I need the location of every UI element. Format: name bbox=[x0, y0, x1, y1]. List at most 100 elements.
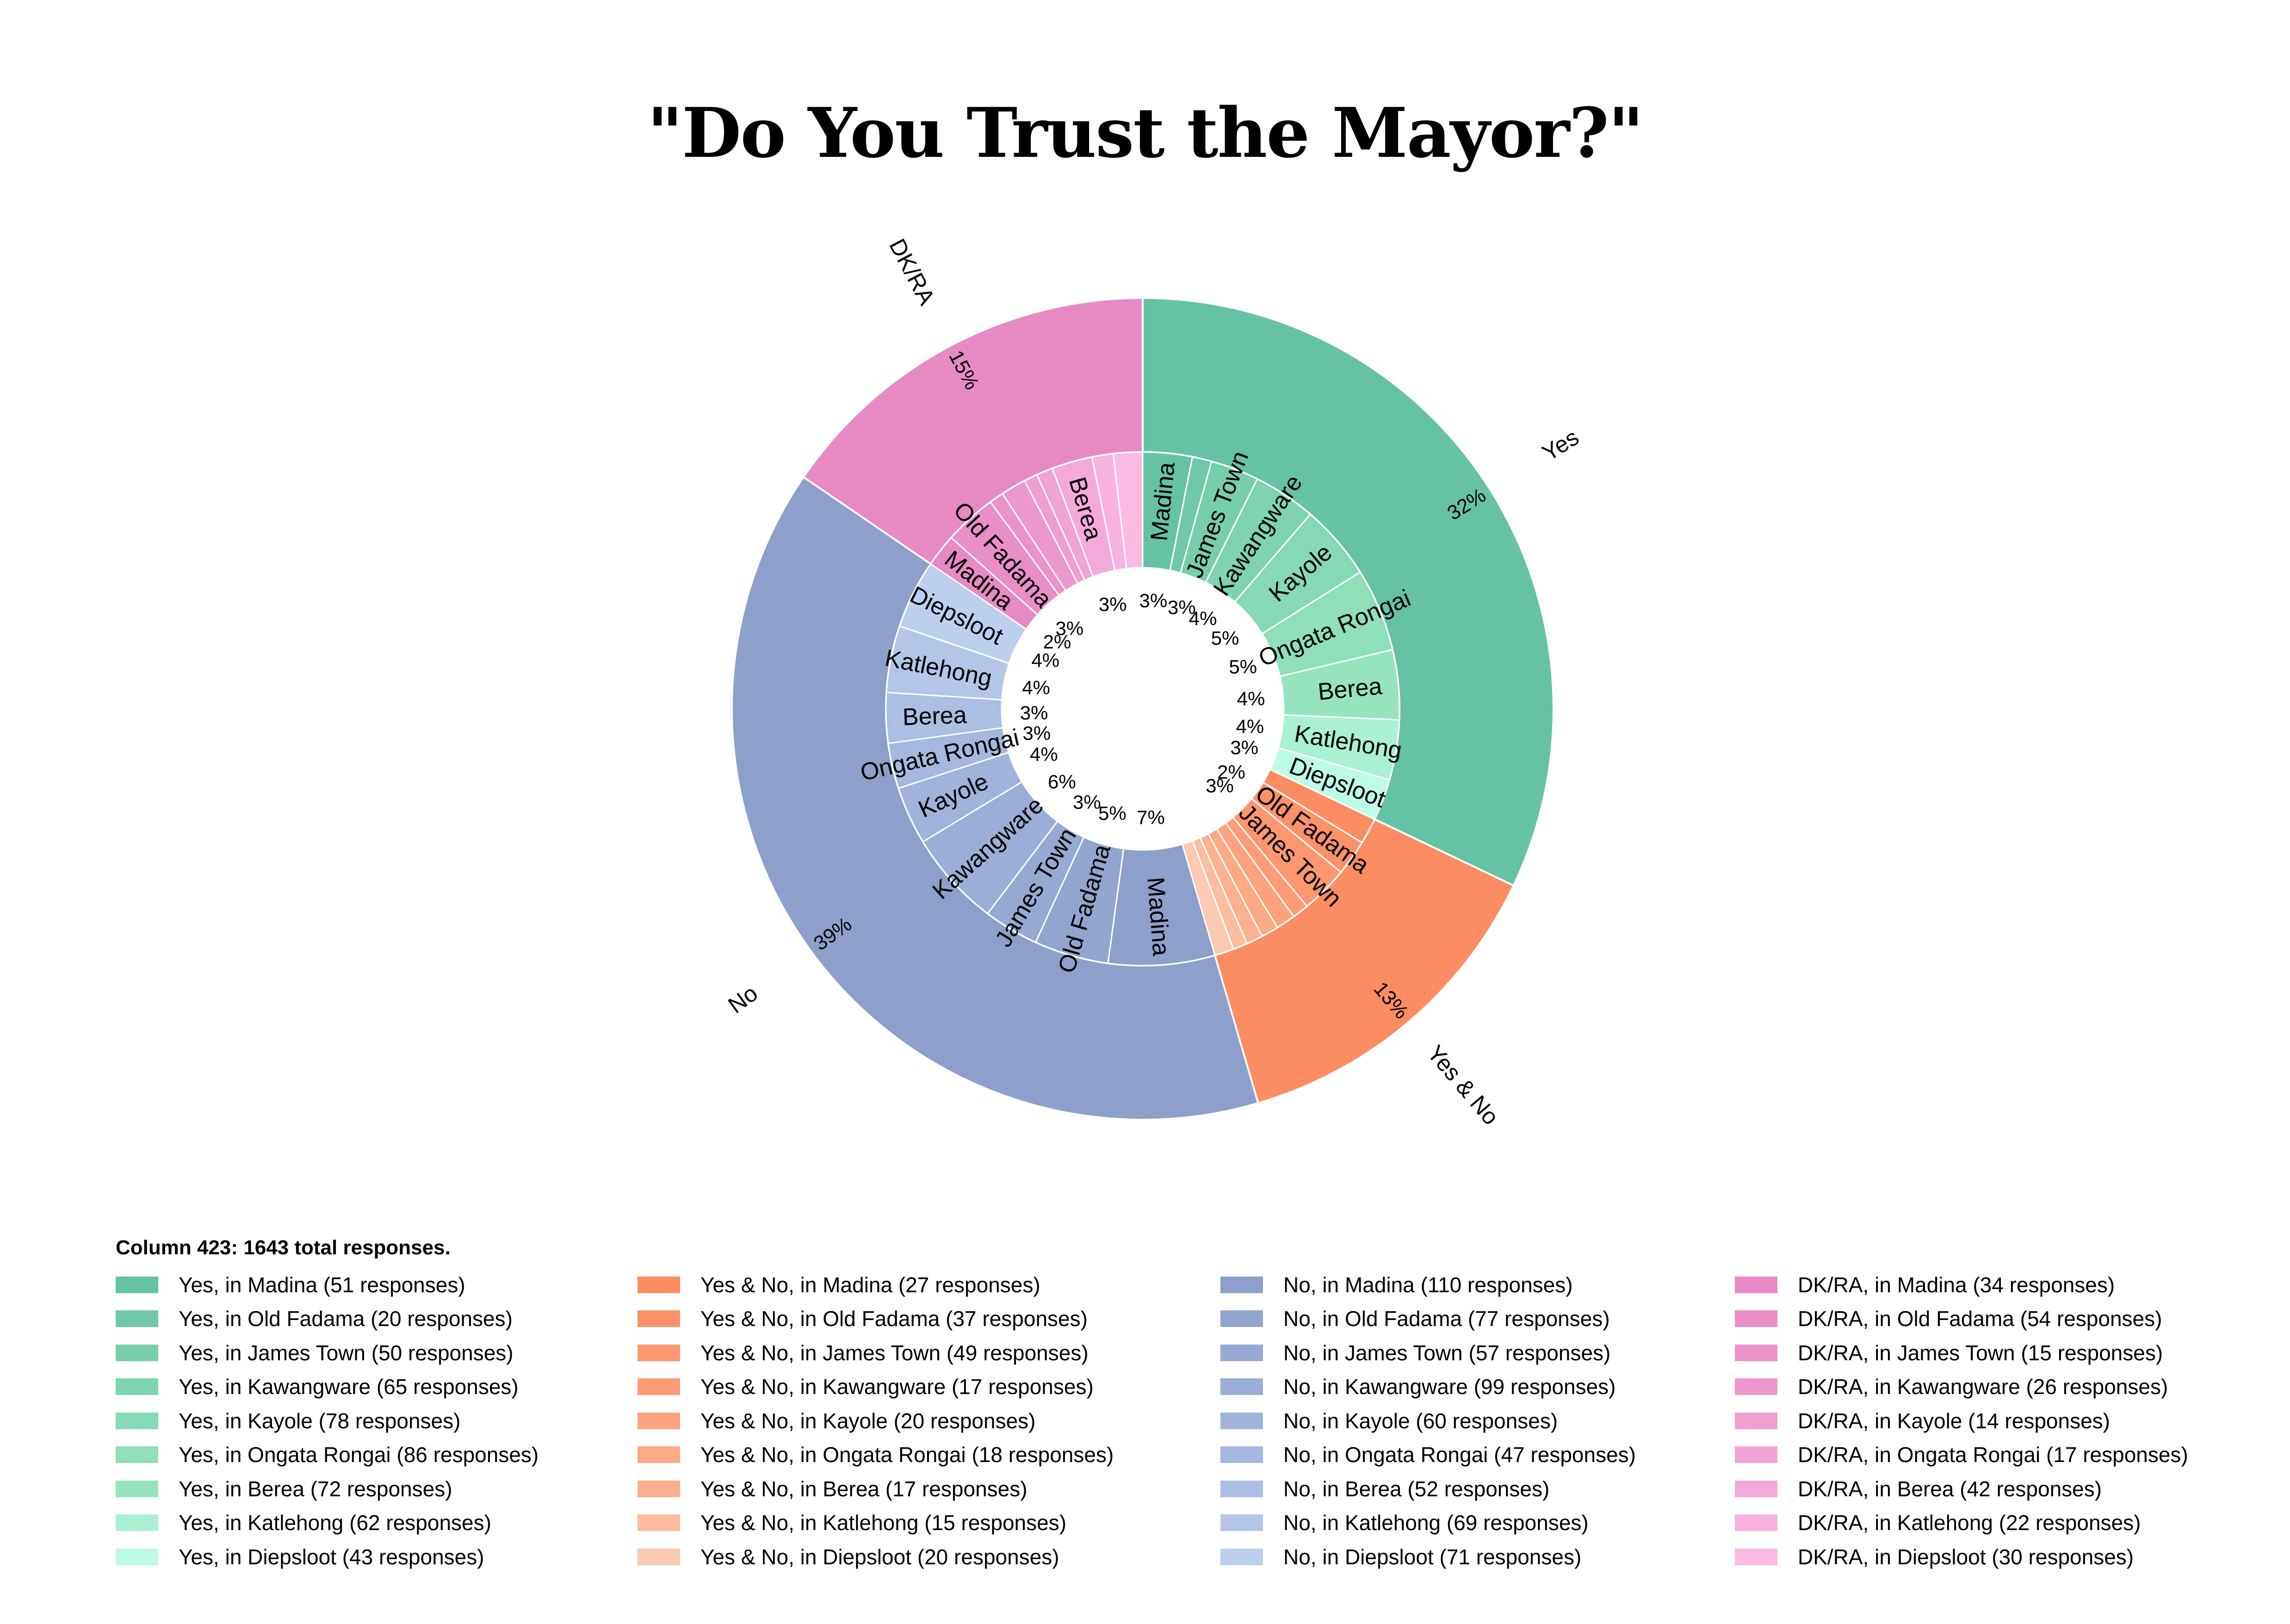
legend-label: DK/RA, in Madina (34 responses) bbox=[1798, 1272, 2115, 1297]
legend-column-yes-and-no: Yes & No, in Madina (27 responses) Yes & … bbox=[637, 1268, 1114, 1574]
legend-label: DK/RA, in Kayole (14 responses) bbox=[1798, 1408, 2110, 1433]
slice-label-yes-berea: Berea bbox=[1317, 673, 1383, 706]
legend-swatch bbox=[1220, 1276, 1263, 1293]
legend-swatch bbox=[1735, 1514, 1777, 1531]
legend-item: No, in Katlehong (69 responses) bbox=[1220, 1506, 1636, 1540]
legend-label: No, in Kayole (60 responses) bbox=[1283, 1408, 1558, 1433]
legend-label: Yes & No, in Kawangware (17 responses) bbox=[700, 1375, 1094, 1399]
legend-swatch bbox=[1220, 1412, 1263, 1429]
legend-item: Yes, in Ongata Rongai (86 responses) bbox=[116, 1438, 538, 1472]
legend-swatch bbox=[637, 1310, 680, 1327]
legend-item: Yes, in Katlehong (62 responses) bbox=[116, 1506, 538, 1540]
slice-percent-yes-katlehong: 4% bbox=[1236, 715, 1264, 737]
legend-label: DK/RA, in Katlehong (22 responses) bbox=[1798, 1511, 2141, 1535]
legend-item: No, in Old Fadama (77 responses) bbox=[1220, 1302, 1636, 1336]
slice-percent-no-ongata-rongai: 3% bbox=[1023, 722, 1051, 744]
slice-percent-yes-and-no-old-fadama: 2% bbox=[1217, 761, 1245, 783]
legend-label: Yes & No, in Berea (17 responses) bbox=[700, 1476, 1027, 1501]
legend-item: DK/RA, in James Town (15 responses) bbox=[1735, 1336, 2188, 1370]
legend-swatch bbox=[116, 1276, 158, 1293]
legend-label: Yes, in Kayole (78 responses) bbox=[179, 1408, 461, 1433]
slice-percent-dk-ra-madina: 2% bbox=[1043, 631, 1071, 653]
legend-label: Yes & No, in James Town (49 responses) bbox=[700, 1340, 1089, 1365]
legend-label: Yes & No, in Ongata Rongai (18 responses… bbox=[700, 1443, 1114, 1467]
legend-swatch bbox=[116, 1446, 158, 1463]
legend-item: DK/RA, in Katlehong (22 responses) bbox=[1735, 1506, 2188, 1540]
slice-percent-dk-ra-old-fadama: 3% bbox=[1056, 618, 1084, 639]
slice-percent-no-old-fadama: 5% bbox=[1098, 802, 1126, 824]
legend-swatch bbox=[1220, 1378, 1263, 1395]
legend-label: DK/RA, in Old Fadama (54 responses) bbox=[1798, 1307, 2162, 1331]
legend-column-no: No, in Madina (110 responses) No, in Old … bbox=[1220, 1268, 1636, 1574]
legend-label: Yes, in Ongata Rongai (86 responses) bbox=[179, 1443, 539, 1467]
legend-label: DK/RA, in Diepsloot (30 responses) bbox=[1798, 1544, 2134, 1569]
legend-item: Yes, in Berea (72 responses) bbox=[116, 1472, 538, 1506]
legend-label: No, in Old Fadama (77 responses) bbox=[1283, 1307, 1610, 1331]
legend-label: DK/RA, in Ongata Rongai (17 responses) bbox=[1798, 1443, 2188, 1467]
legend-swatch bbox=[1220, 1480, 1263, 1497]
legend-swatch bbox=[116, 1480, 158, 1497]
legend-item: Yes & No, in Ongata Rongai (18 responses… bbox=[637, 1438, 1114, 1472]
outer-ring bbox=[731, 297, 1554, 1121]
legend-swatch bbox=[116, 1310, 158, 1327]
legend-label: Yes, in Diepsloot (43 responses) bbox=[179, 1544, 484, 1569]
slice-percent-yes-diepsloot: 3% bbox=[1230, 737, 1258, 758]
slice-percent-no-kawangware: 6% bbox=[1048, 771, 1076, 793]
slice-percent-yes-kayole: 5% bbox=[1211, 627, 1239, 649]
legend-item: Yes, in Kayole (78 responses) bbox=[116, 1404, 538, 1438]
legend-item: DK/RA, in Madina (34 responses) bbox=[1735, 1268, 2188, 1302]
legend-item: No, in Madina (110 responses) bbox=[1220, 1268, 1636, 1302]
legend-item: DK/RA, in Kawangware (26 responses) bbox=[1735, 1370, 2188, 1404]
legend-item: Yes, in James Town (50 responses) bbox=[116, 1336, 538, 1370]
legend-swatch bbox=[116, 1344, 158, 1361]
series-label-yes-and-no: Yes & No bbox=[1422, 1040, 1504, 1130]
series-label-no: No bbox=[724, 980, 763, 1018]
legend-item: DK/RA, in Old Fadama (54 responses) bbox=[1735, 1302, 2188, 1336]
legend-item: DK/RA, in Berea (42 responses) bbox=[1735, 1472, 2188, 1506]
legend-item: No, in Diepsloot (71 responses) bbox=[1220, 1540, 1636, 1574]
series-label-yes: Yes bbox=[1538, 424, 1584, 466]
legend-item: Yes & No, in Katlehong (15 responses) bbox=[637, 1506, 1114, 1540]
legend-label: Yes & No, in Kayole (20 responses) bbox=[700, 1408, 1036, 1433]
legend-label: Yes, in Katlehong (62 responses) bbox=[179, 1511, 491, 1535]
slice-percent-yes-kawangware: 4% bbox=[1189, 607, 1217, 629]
legend-column-yes: Yes, in Madina (51 responses) Yes, in Old… bbox=[116, 1268, 538, 1574]
chart-title: "Do You Trust the Mayor?" bbox=[647, 93, 1644, 173]
legend-swatch bbox=[116, 1412, 158, 1429]
legend-label: Yes & No, in Diepsloot (20 responses) bbox=[700, 1544, 1059, 1569]
legend-label: Yes, in Madina (51 responses) bbox=[179, 1272, 465, 1297]
legend-item: No, in James Town (57 responses) bbox=[1220, 1336, 1636, 1370]
legend-item: Yes, in Old Fadama (20 responses) bbox=[116, 1302, 538, 1336]
legend-item: Yes & No, in Old Fadama (37 responses) bbox=[637, 1302, 1114, 1336]
legend-label: No, in Berea (52 responses) bbox=[1283, 1476, 1550, 1501]
legend-swatch bbox=[637, 1378, 680, 1395]
legend-label: No, in Diepsloot (71 responses) bbox=[1283, 1544, 1582, 1569]
slice-label-no-madina: Madina bbox=[1142, 876, 1175, 957]
legend-item: Yes & No, in James Town (49 responses) bbox=[637, 1336, 1114, 1370]
slice-percent-no-diepsloot: 4% bbox=[1031, 649, 1059, 671]
legend-item: No, in Ongata Rongai (47 responses) bbox=[1220, 1438, 1636, 1472]
legend-label: Yes, in Kawangware (65 responses) bbox=[179, 1375, 519, 1399]
legend-label: Yes & No, in Old Fadama (37 responses) bbox=[700, 1307, 1088, 1331]
slice-percent-no-berea: 3% bbox=[1020, 702, 1048, 724]
slice-percent-yes-james-town: 3% bbox=[1168, 596, 1196, 618]
legend-swatch bbox=[637, 1412, 680, 1429]
legend-swatch bbox=[1220, 1514, 1263, 1531]
series-label-dk-ra: DK/RA bbox=[884, 235, 940, 310]
slice-percent-no-katlehong: 4% bbox=[1022, 677, 1050, 699]
legend-item: Yes & No, in Kayole (20 responses) bbox=[637, 1404, 1114, 1438]
legend-label: Yes & No, in Katlehong (15 responses) bbox=[700, 1511, 1067, 1535]
legend-swatch bbox=[1220, 1344, 1263, 1361]
legend-swatch bbox=[637, 1514, 680, 1531]
legend-swatch bbox=[637, 1276, 680, 1293]
slice-percent-no-kayole: 4% bbox=[1030, 743, 1058, 765]
legend-swatch bbox=[116, 1548, 158, 1565]
legend-label: No, in James Town (57 responses) bbox=[1283, 1340, 1611, 1365]
slice-percent-no-madina: 7% bbox=[1137, 806, 1165, 828]
legend-swatch bbox=[1735, 1412, 1777, 1429]
slice-percent-yes-madina: 3% bbox=[1139, 590, 1168, 612]
legend-label: No, in Katlehong (69 responses) bbox=[1283, 1511, 1589, 1535]
legend-item: DK/RA, in Ongata Rongai (17 responses) bbox=[1735, 1438, 2188, 1472]
legend-label: Yes, in Old Fadama (20 responses) bbox=[179, 1307, 513, 1331]
legend-swatch bbox=[637, 1446, 680, 1463]
